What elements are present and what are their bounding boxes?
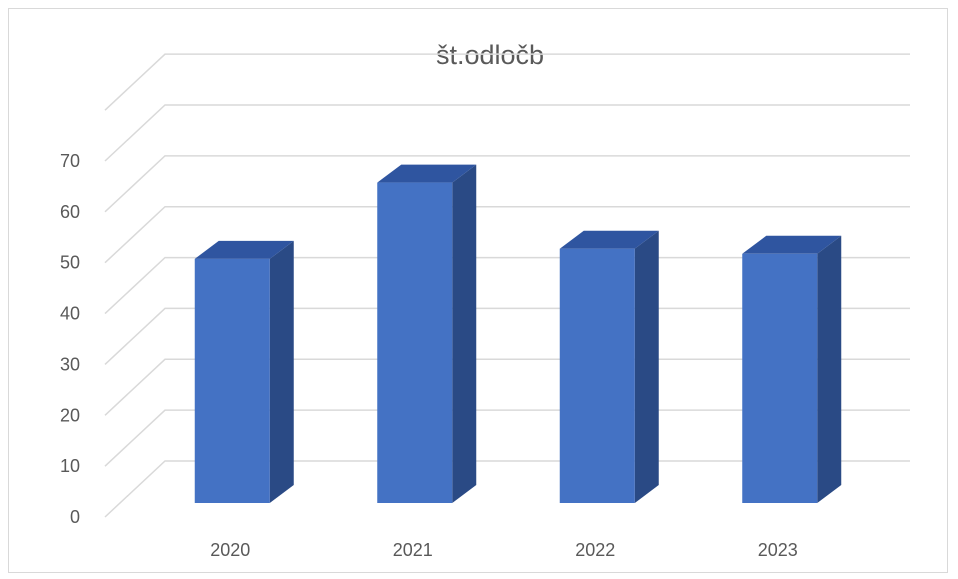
x-tick-label: 2023 — [758, 540, 798, 560]
bar-top — [742, 235, 842, 254]
bar — [194, 240, 294, 503]
chart-title: št.odločb — [436, 40, 544, 70]
bar-side — [817, 235, 842, 504]
x-tick-label: 2022 — [575, 540, 615, 560]
y-tick-label: 60 — [60, 202, 80, 222]
bar-top — [559, 230, 659, 249]
y-tick-label: 30 — [60, 354, 80, 374]
gridline — [104, 307, 910, 365]
gridline — [104, 205, 910, 264]
bar-side — [452, 164, 477, 503]
gridline — [104, 358, 910, 416]
x-tick-label: 2021 — [393, 540, 433, 560]
y-tick-label: 10 — [60, 456, 80, 476]
chart-area — [8, 8, 948, 573]
bar-top — [377, 164, 477, 183]
y-tick-label: 0 — [70, 507, 80, 527]
gridline — [104, 256, 910, 315]
bar — [377, 164, 477, 503]
bar-front — [742, 253, 818, 503]
x-axis-ticks: 2020 2021 2022 2023 — [210, 540, 798, 560]
bars — [194, 164, 842, 504]
gridlines — [104, 53, 910, 518]
gridline — [104, 409, 910, 467]
y-axis-ticks: 0 10 20 30 40 50 60 70 — [60, 151, 80, 527]
y-tick-label: 40 — [60, 304, 80, 324]
bar-top — [194, 240, 294, 259]
bar-side — [634, 230, 659, 503]
bar-front — [377, 182, 453, 503]
gridline — [104, 53, 910, 111]
gridline — [104, 460, 910, 518]
x-tick-label: 2020 — [210, 540, 250, 560]
y-tick-label: 70 — [60, 151, 80, 171]
y-tick-label: 20 — [60, 405, 80, 425]
y-tick-label: 50 — [60, 253, 80, 273]
gridline — [104, 155, 910, 213]
bar-front — [559, 248, 635, 503]
bar-side — [269, 240, 294, 503]
bar — [559, 230, 659, 503]
bar-front — [194, 258, 270, 503]
bar — [742, 235, 842, 504]
gridline — [104, 104, 910, 162]
